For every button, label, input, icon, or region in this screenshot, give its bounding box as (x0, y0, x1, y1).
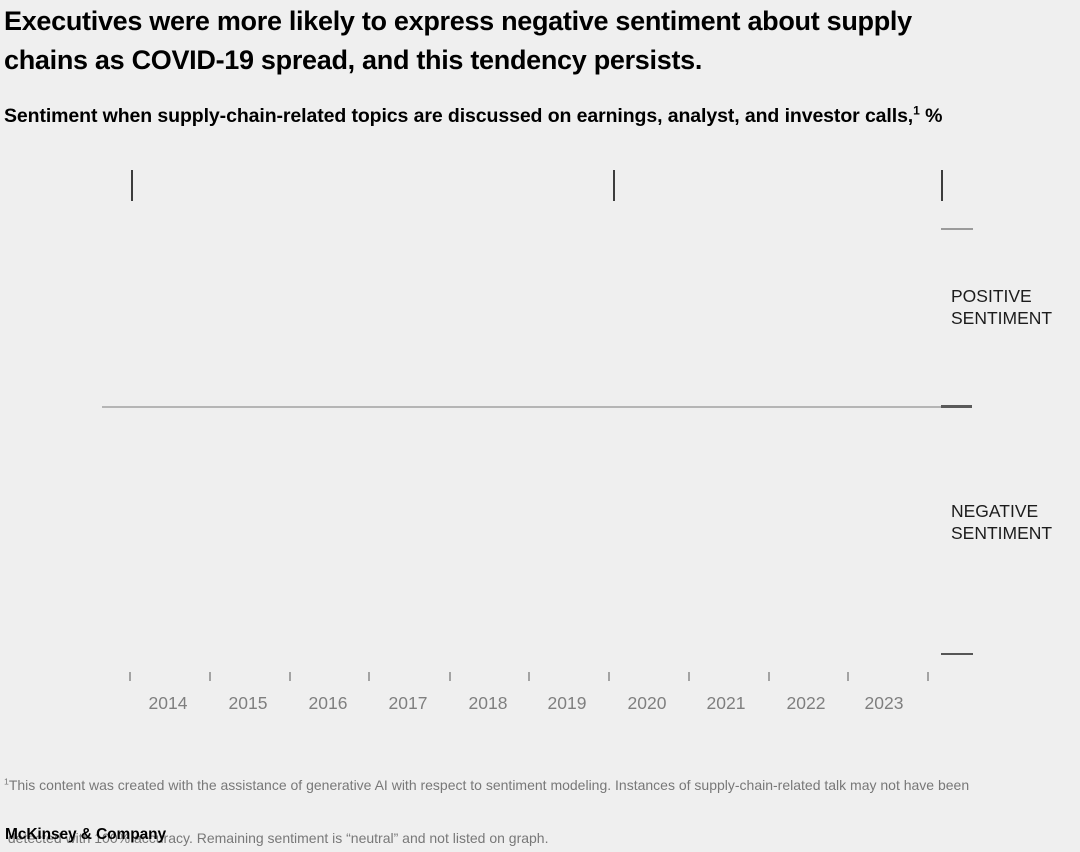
x-axis-year-label: 2022 (786, 693, 826, 713)
page-title-line-2: chains as COVID-19 spread, and this tend… (4, 45, 703, 75)
footnote: 1This content was created with the assis… (4, 742, 969, 852)
x-axis-year-label: 2014 (148, 693, 188, 713)
x-axis-tick (768, 672, 770, 681)
x-axis-year-label: 2017 (388, 693, 428, 713)
mckinsey-company-wordmark: McKinsey & Company (5, 826, 166, 843)
footnote-superscript: 1 (4, 776, 9, 787)
x-axis-tick (528, 672, 530, 681)
x-axis-year-label: 2019 (547, 693, 587, 713)
page-title-line-1: Executives were more likely to express n… (4, 6, 912, 36)
footnote-line-2: detected with 100% accuracy. Remaining s… (4, 829, 549, 846)
top-axis-tick (941, 170, 943, 201)
x-axis-tick (209, 672, 211, 681)
x-axis-tick (688, 672, 690, 681)
positive-sentiment-line-end (941, 228, 973, 230)
footnote-marker-superscript: 1 (913, 103, 920, 118)
chart-subtitle-unit: % (919, 105, 943, 127)
x-axis-tick (847, 672, 849, 681)
sentiment-baseline (102, 406, 972, 408)
negative-sentiment-label: NEGATIVE SENTIMENT (951, 501, 1053, 543)
x-axis-year-label: 2021 (706, 693, 746, 713)
positive-sentiment-label: POSITIVE SENTIMENT (951, 286, 1053, 328)
top-axis-tick (613, 170, 615, 201)
x-axis-tick (368, 672, 370, 681)
x-axis-tick (449, 672, 451, 681)
x-axis-tick (289, 672, 291, 681)
x-axis-tick (608, 672, 610, 681)
chart-subtitle: Sentiment when supply-chain-related topi… (4, 103, 943, 128)
x-axis-year-label: 2015 (228, 693, 268, 713)
baseline-dark-end (941, 405, 972, 408)
x-axis-year-label: 2020 (627, 693, 667, 713)
x-axis-tick (129, 672, 131, 681)
x-axis-year-label: 2018 (468, 693, 508, 713)
x-axis-year-label: 2016 (308, 693, 348, 713)
page-title: Executives were more likely to express n… (4, 2, 912, 80)
footnote-line-1: 1This content was created with the assis… (4, 776, 970, 793)
top-axis-tick (131, 170, 133, 201)
chart-subtitle-text: Sentiment when supply-chain-related topi… (4, 105, 914, 127)
negative-sentiment-line-end (941, 653, 973, 655)
x-axis-tick (927, 672, 929, 681)
x-axis-year-label: 2023 (864, 693, 904, 713)
